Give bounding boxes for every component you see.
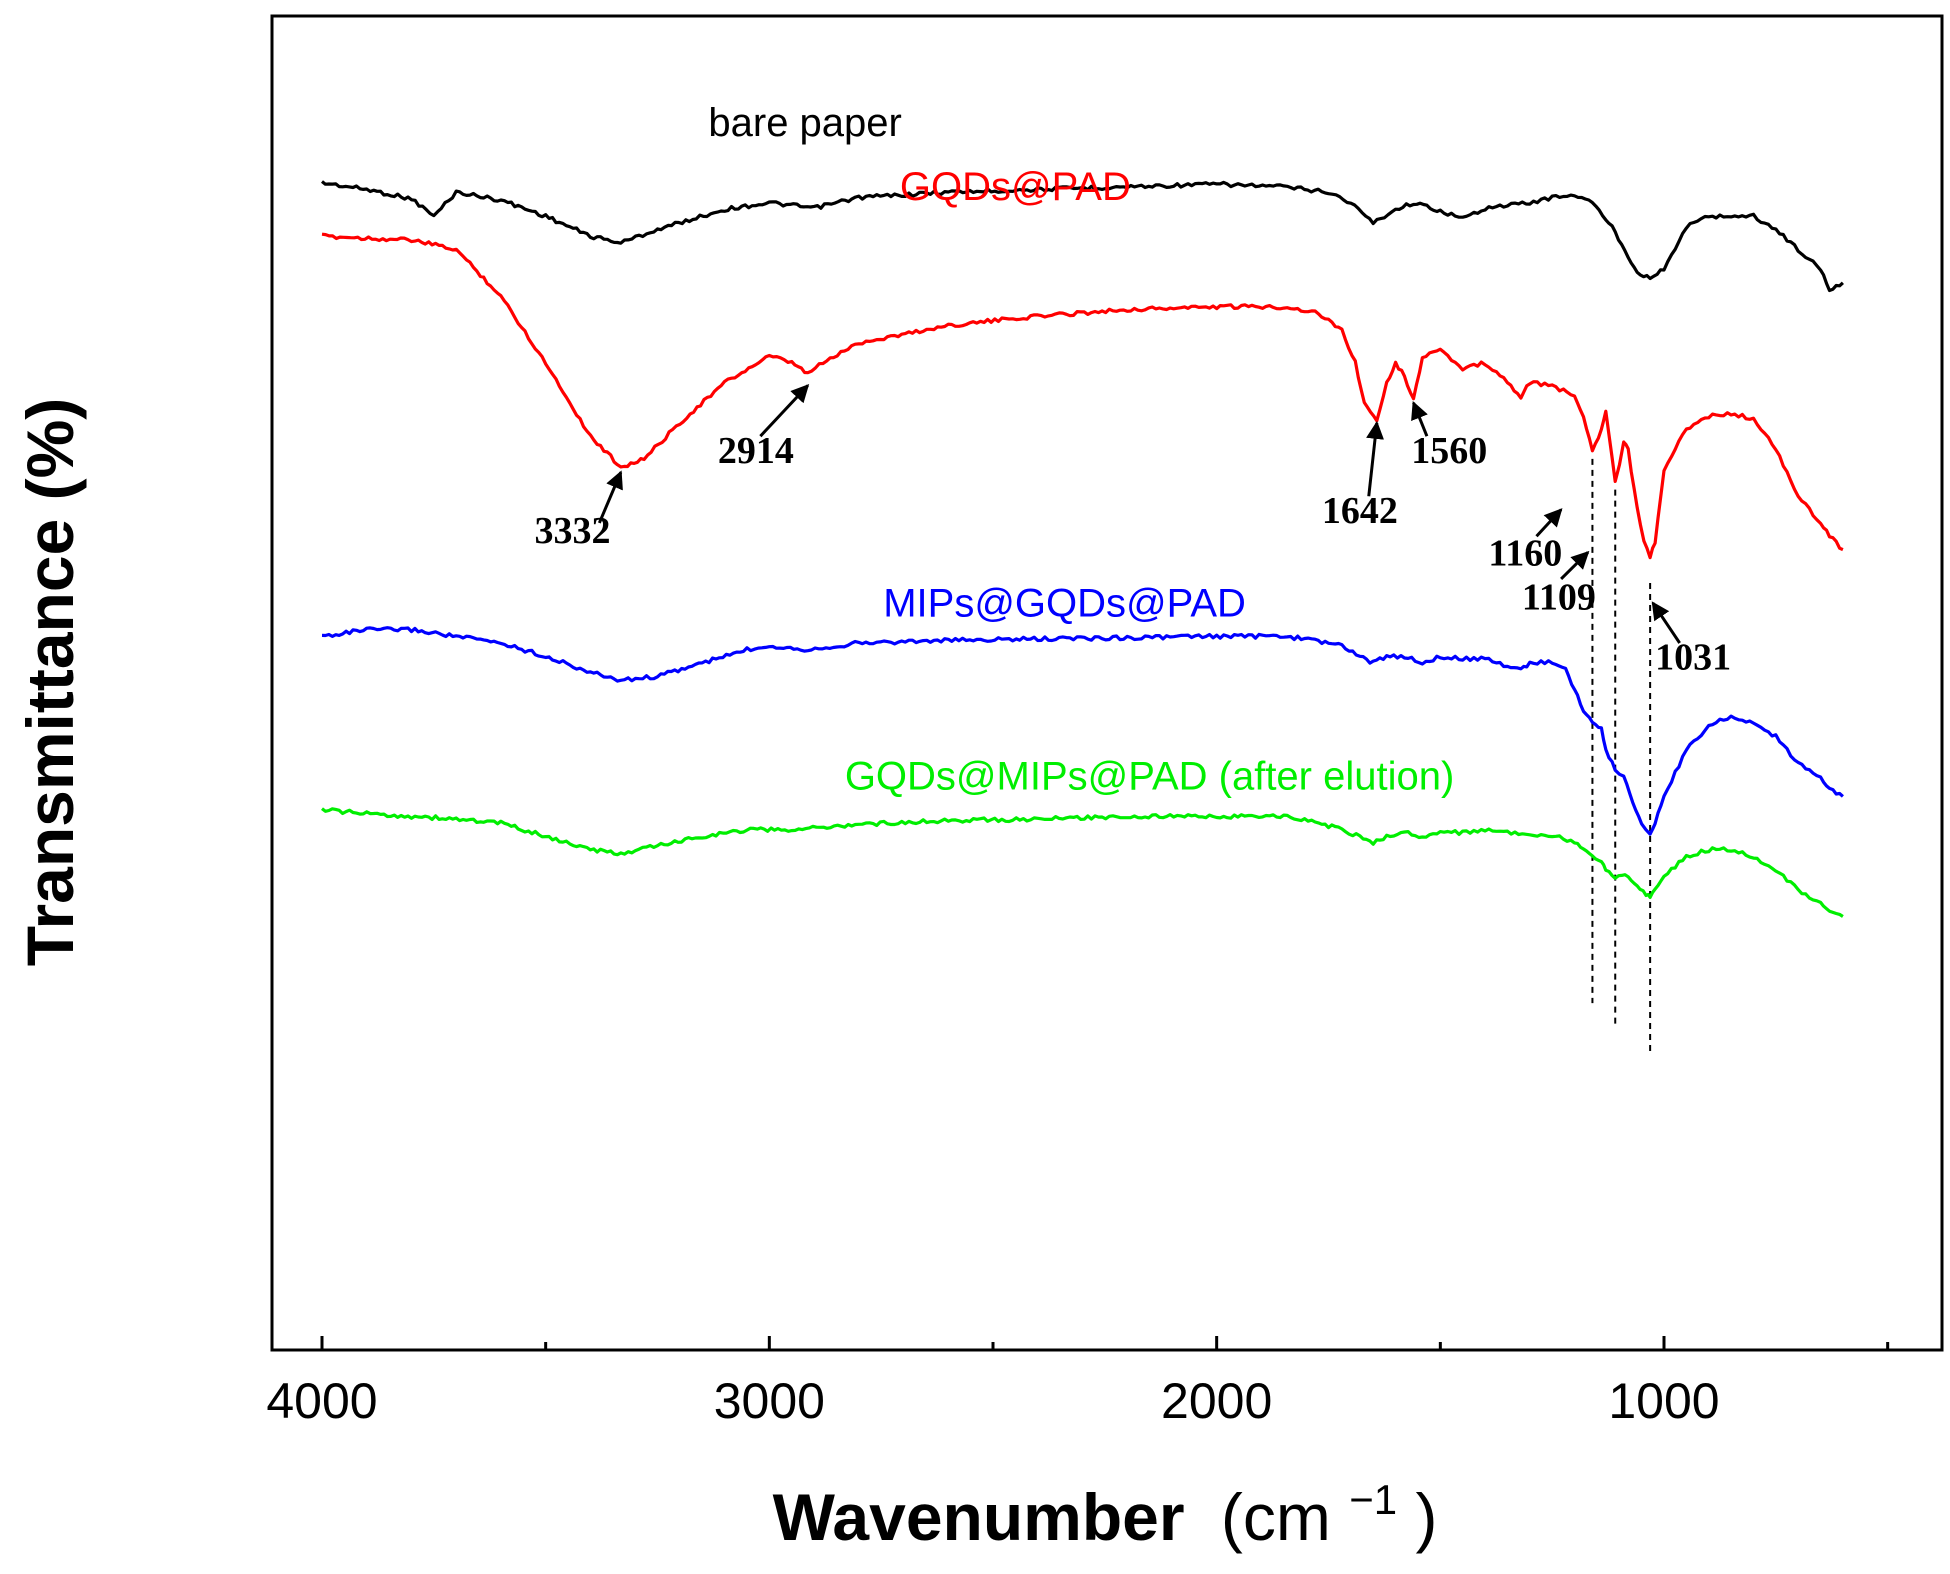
annotation-arrow-3332: [597, 470, 623, 524]
series-line-3: [321, 626, 1844, 836]
annotation-label-1031: 1031: [1655, 637, 1731, 679]
annotation-label-3332: 3332: [535, 510, 611, 552]
annotation-arrow-1642: [1366, 420, 1385, 497]
series-line-2: [321, 232, 1844, 560]
annotation-arrow-1560: [1411, 401, 1429, 437]
annotation-label-1560: 1560: [1411, 430, 1487, 472]
annotation-label-1109: 1109: [1522, 577, 1596, 619]
series-group: [321, 180, 1844, 918]
series-line-4: [321, 807, 1844, 918]
series-label-3: MIPs@GQDs@PAD: [883, 581, 1246, 625]
x-axis-title-unit-close: ): [1415, 1480, 1437, 1554]
series-labels: bare paper GQDs@PAD MIPs@GQDs@PAD GQDs@MIPs…: [708, 101, 1454, 799]
annotation-arrow-1109: [1560, 550, 1590, 581]
x-axis-title-unit: (cm: [1221, 1480, 1331, 1554]
x-tick-label-1000: 1000: [1608, 1373, 1719, 1429]
annotation-arrow-2914: [759, 384, 810, 438]
plot-frame: [270, 14, 1944, 1352]
reference-lines: [1591, 458, 1652, 1053]
annotation-arrow-1160: [1535, 508, 1563, 538]
x-tick-label-4000: 4000: [266, 1373, 377, 1429]
annotation-label-1160: 1160: [1488, 533, 1562, 575]
series-label-4: GQDs@MIPs@PAD (after elution): [845, 755, 1455, 799]
x-tick-label-3000: 3000: [714, 1373, 825, 1429]
series-label-1: bare paper: [708, 101, 901, 145]
annotation-arrow-1031: [1651, 601, 1681, 644]
series-label-2: GQDs@PAD: [900, 165, 1131, 209]
annotation-label-2914: 2914: [718, 430, 794, 472]
series-line-1: [321, 180, 1844, 293]
x-axis-title: Wavenumber (cm −1 ): [773, 1454, 1438, 1554]
annotation-label-1642: 1642: [1322, 490, 1398, 532]
x-axis-title-main: Wavenumber: [773, 1480, 1185, 1554]
x-tick-label-2000: 2000: [1161, 1373, 1272, 1429]
x-axis-ticks: 4000 3000 2000 1000: [266, 1336, 1890, 1429]
x-axis-title-unit-sup: −1: [1349, 1476, 1397, 1523]
y-axis-title: Transmittance (%): [13, 398, 87, 966]
